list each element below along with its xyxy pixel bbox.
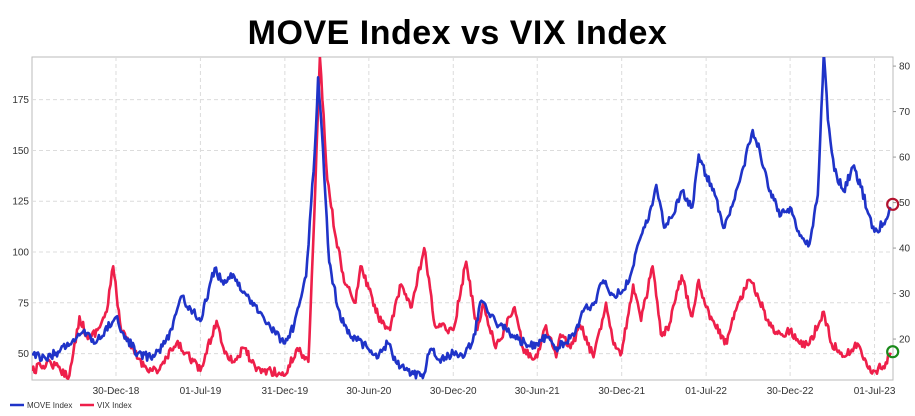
x-tick-label: 30-Jun-21 xyxy=(515,386,560,397)
x-tick-label: 30-Dec-21 xyxy=(598,386,645,397)
y-right-tick-label: 50 xyxy=(899,198,911,209)
x-tick-label: 01-Jul-22 xyxy=(685,386,727,397)
x-tick-label: 31-Dec-19 xyxy=(262,386,309,397)
y-right-tick-label: 40 xyxy=(899,244,911,255)
x-tick-label: 01-Jul-23 xyxy=(854,386,896,397)
y-left-tick-label: 175 xyxy=(12,95,29,106)
y-right-tick-label: 80 xyxy=(899,62,911,73)
legend-label-move: MOVE Index xyxy=(27,401,72,410)
x-tick-label: 01-Jul-19 xyxy=(180,386,222,397)
y-left-tick-label: 150 xyxy=(12,146,29,157)
y-right-tick-label: 20 xyxy=(899,335,911,346)
legend-label-vix: VIX Index xyxy=(97,401,132,410)
x-tick-label: 30-Jun-20 xyxy=(346,386,391,397)
y-left-tick-label: 75 xyxy=(18,298,30,309)
x-tick-label: 30-Dec-22 xyxy=(767,386,814,397)
y-right-tick-label: 60 xyxy=(899,153,911,164)
x-tick-label: 30-Dec-18 xyxy=(93,386,140,397)
y-left-tick-label: 100 xyxy=(12,248,29,259)
y-right-tick-label: 70 xyxy=(899,107,911,118)
x-tick-label: 30-Dec-20 xyxy=(430,386,477,397)
y-left-tick-label: 125 xyxy=(12,197,29,208)
vix-last-value-marker xyxy=(886,345,900,359)
series-line-vix xyxy=(32,57,892,380)
series-line-move xyxy=(32,57,892,380)
move-last-value-marker xyxy=(886,197,900,211)
y-right-tick-label: 30 xyxy=(899,289,911,300)
chart-title: MOVE Index vs VIX Index xyxy=(247,14,668,52)
plot-frame xyxy=(31,56,894,381)
y-left-tick-label: 50 xyxy=(18,349,30,360)
